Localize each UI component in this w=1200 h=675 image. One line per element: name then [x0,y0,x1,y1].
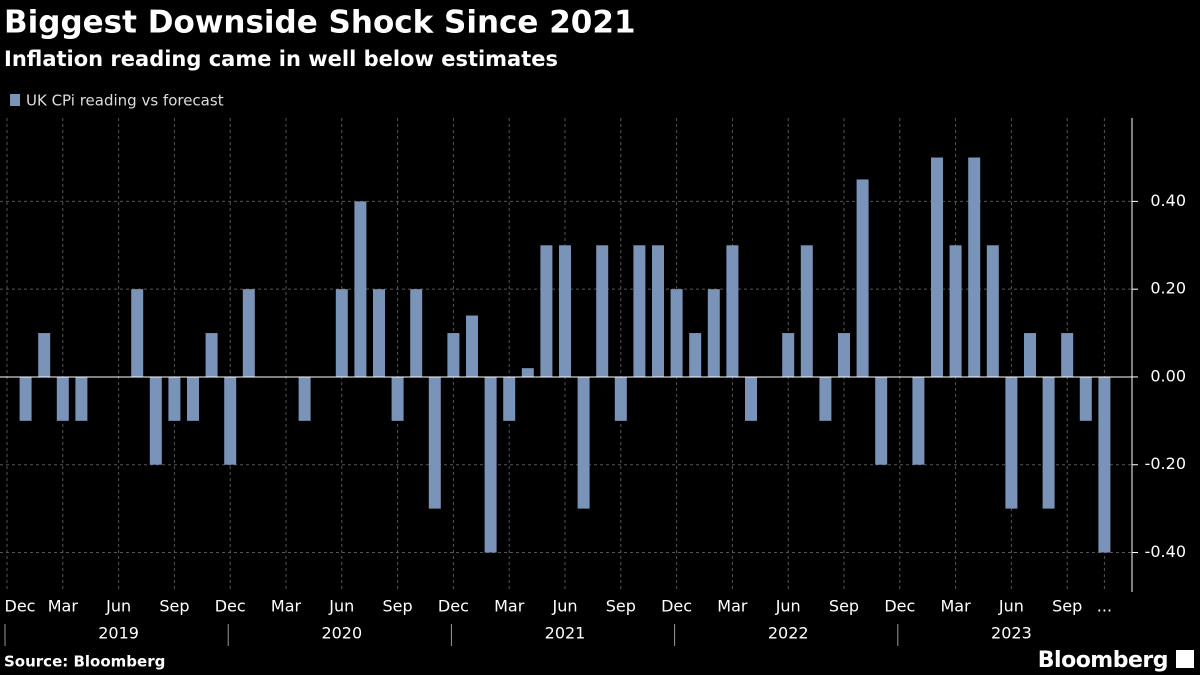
x-tick-label: Mar [717,597,748,616]
source: Source: Bloomberg [4,653,165,671]
bar [614,376,627,421]
logo-icon [1176,650,1194,668]
bar [19,376,32,421]
bar [577,376,590,509]
x-tick-label: Mar [271,597,302,616]
x-tick-label: Mar [48,597,79,616]
bar [1098,376,1111,553]
bar [1042,376,1055,509]
y-tick-label: 0.20 [1150,279,1186,298]
bar [373,289,385,377]
bar [335,289,348,377]
legend-label: UK CPi reading vs forecast [26,92,224,110]
bar [968,157,981,377]
y-tick-label: -0.40 [1145,542,1186,561]
x-tick-label: Jun [105,597,131,616]
x-tick-label: Sep [829,597,859,616]
bar [745,376,757,421]
x-tick-label: Jun [998,597,1024,616]
bar [689,333,702,377]
y-tick-label: -0.20 [1145,454,1186,473]
bar [1024,333,1036,377]
bar [187,376,199,421]
bar [782,333,795,377]
x-tick-label: Dec [661,597,692,616]
bar [726,245,739,377]
bar [856,179,869,377]
legend-swatch [10,94,20,106]
bar [466,315,478,377]
bar [521,368,534,377]
bar [540,245,553,377]
bar [875,376,888,465]
bar [149,376,162,465]
bar [912,376,925,465]
chart-title: Biggest Downside Shock Since 2021 [4,5,636,41]
x-tick-label: Sep [606,597,636,616]
y-tick-label: 0.40 [1150,191,1186,210]
bar [819,376,832,421]
bar [242,289,255,377]
year-label: 2019 [98,624,139,643]
bar [410,289,423,377]
bar [1061,333,1074,377]
x-tick-label: Jun [552,597,578,616]
bar [800,245,813,377]
year-label: 2021 [545,624,586,643]
bar [38,333,51,377]
logo: Bloomberg [1038,648,1168,673]
x-tick-label: Sep [383,597,413,616]
bar [447,333,460,377]
bar [75,376,88,421]
bar [484,376,497,553]
bar [670,289,683,377]
bar [559,245,571,377]
bar [503,376,516,421]
bar [707,289,720,377]
year-label: 2022 [768,624,809,643]
bar [633,245,646,377]
x-tick-label: Mar [494,597,525,616]
bar [428,376,441,509]
bar [652,245,664,377]
bar [168,376,181,421]
bar [931,157,943,377]
y-tick-label: 0.00 [1150,366,1186,385]
bar [949,245,962,377]
bar [1079,376,1092,421]
x-tick-label: Sep [159,597,189,616]
bar [986,245,999,377]
x-tick-label: ... [1097,597,1112,616]
x-tick-label: Dec [215,597,246,616]
chart-subtitle: Inflation reading came in well below est… [4,47,558,71]
x-tick-label: Dec [438,597,469,616]
x-tick-label: Mar [941,597,972,616]
bar [354,201,367,377]
x-tick-label: Jun [328,597,354,616]
x-tick-label: Dec [5,597,36,616]
bar [596,245,609,377]
x-tick-label: Sep [1052,597,1082,616]
x-tick-label: Dec [884,597,915,616]
bar [131,289,144,377]
bar [838,333,850,377]
bar [56,376,69,421]
bar [205,333,218,377]
bar [298,376,311,421]
bar [1005,376,1018,509]
x-tick-label: Jun [775,597,801,616]
bar [391,376,404,421]
year-label: 2020 [321,624,362,643]
bar [224,376,237,465]
year-label: 2023 [991,624,1032,643]
